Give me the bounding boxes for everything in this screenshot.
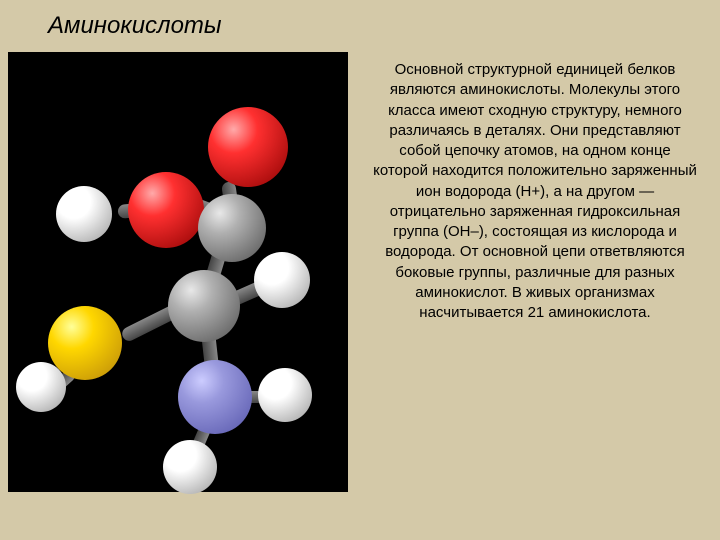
atom-h1-white — [56, 186, 112, 242]
atom-c2-gray — [168, 270, 240, 342]
atom-h3-white — [16, 362, 66, 412]
atom-h5-white — [163, 440, 217, 494]
page-title: Аминокислоты — [48, 12, 222, 40]
molecule-render — [8, 52, 348, 492]
atom-o1-red — [208, 107, 288, 187]
atom-o2-red — [128, 172, 204, 248]
molecule-image — [8, 52, 348, 492]
atom-c1-gray — [198, 194, 266, 262]
atom-h4-white — [258, 368, 312, 422]
atom-n-blue — [178, 360, 252, 434]
description-text: Основной структурной единицей белков явл… — [370, 60, 700, 323]
atom-h2-white — [254, 252, 310, 308]
